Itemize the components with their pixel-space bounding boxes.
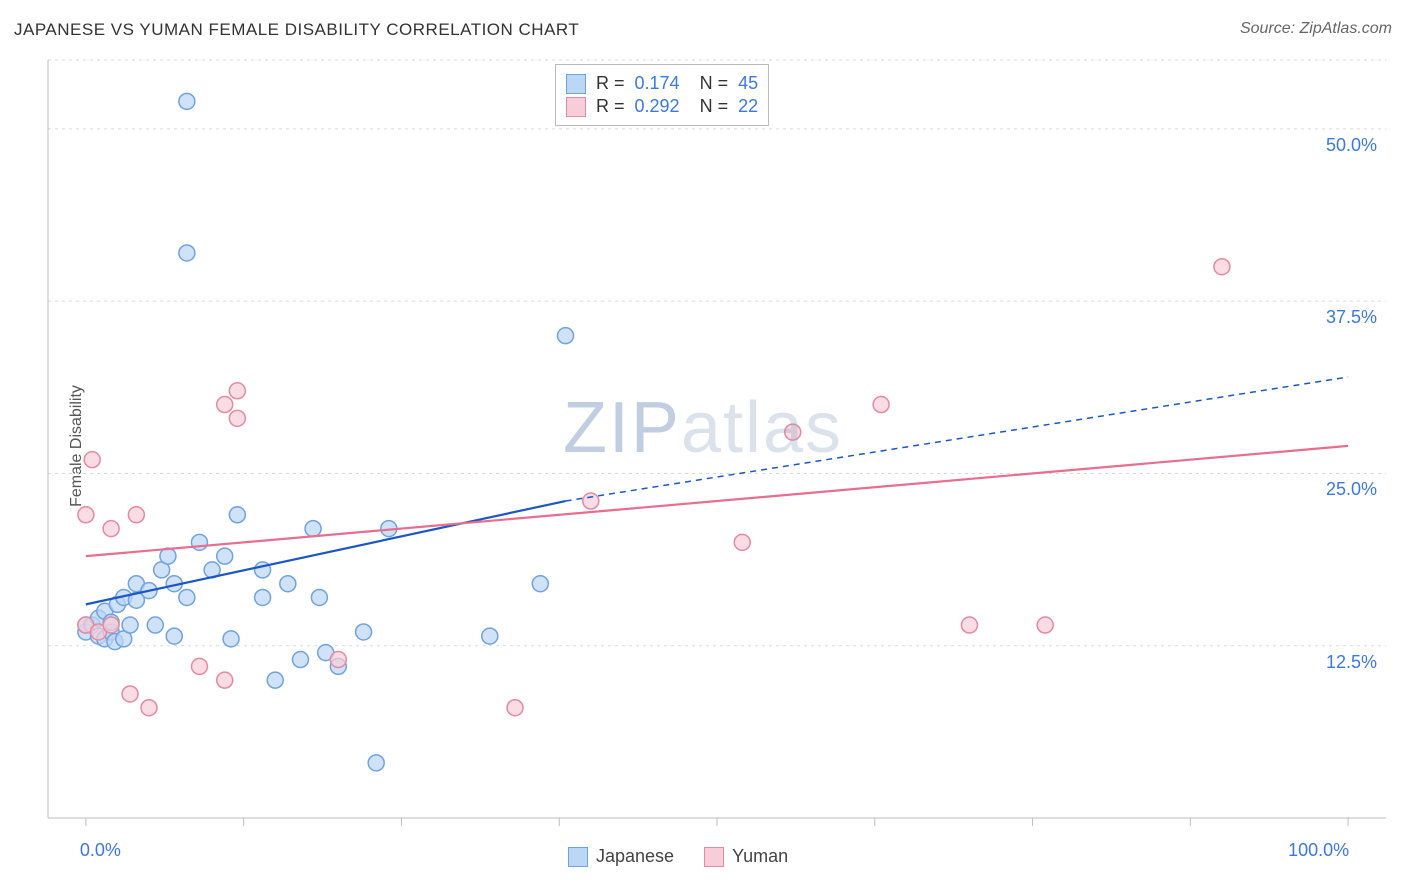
legend-correlation-row: R = 0.292 N = 22 [566, 96, 758, 117]
n-label: N = [700, 73, 729, 94]
scatter-plot [0, 0, 1406, 892]
legend-correlation-row: R = 0.174 N = 45 [566, 73, 758, 94]
n-value: 22 [738, 96, 758, 117]
legend-swatch [566, 97, 586, 117]
r-value: 0.174 [635, 73, 680, 94]
r-value: 0.292 [635, 96, 680, 117]
y-axis-tick-label: 37.5% [1326, 307, 1377, 328]
legend-swatch [566, 74, 586, 94]
legend-series-label: Japanese [596, 846, 674, 867]
legend-swatch [568, 847, 588, 867]
chart-container: JAPANESE VS YUMAN FEMALE DISABILITY CORR… [0, 0, 1406, 892]
y-axis-tick-label: 25.0% [1326, 479, 1377, 500]
legend-series-label: Yuman [732, 846, 788, 867]
n-value: 45 [738, 73, 758, 94]
legend-series-item: Yuman [704, 846, 788, 867]
r-label: R = [596, 96, 625, 117]
y-axis-tick-label: 50.0% [1326, 135, 1377, 156]
x-axis-max-label: 100.0% [1288, 840, 1349, 861]
legend-correlation: R = 0.174 N = 45 R = 0.292 N = 22 [555, 64, 769, 126]
legend-series-item: Japanese [568, 846, 674, 867]
y-axis-tick-label: 12.5% [1326, 652, 1377, 673]
legend-series: Japanese Yuman [568, 846, 788, 867]
n-label: N = [700, 96, 729, 117]
x-axis-min-label: 0.0% [80, 840, 121, 861]
legend-swatch [704, 847, 724, 867]
r-label: R = [596, 73, 625, 94]
